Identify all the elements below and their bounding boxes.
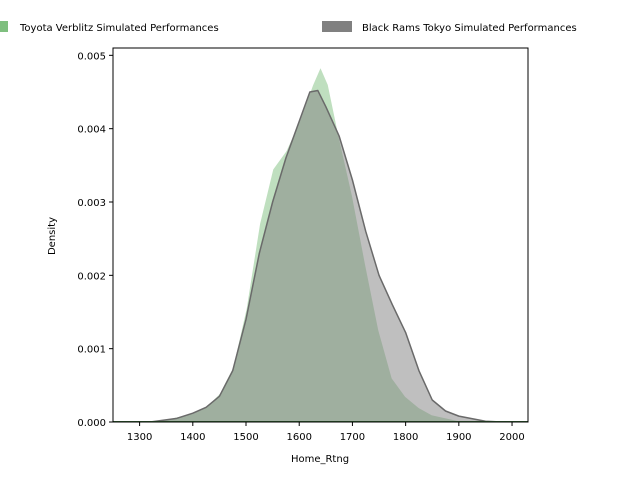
- x-tick-label: 2000: [499, 432, 524, 443]
- x-tick-label: 1800: [393, 432, 418, 443]
- series-area-1: [150, 90, 502, 422]
- x-tick-label: 1300: [127, 432, 152, 443]
- legend-swatch-black-rams: [322, 21, 352, 32]
- series-line-1: [150, 89, 502, 422]
- y-axis: 0.000 0.001 0.002 0.003 0.004 0.005: [77, 51, 113, 429]
- plot-area: [112, 47, 529, 423]
- y-tick-label: 0.000: [77, 418, 106, 429]
- x-tick-label: 1700: [340, 432, 365, 443]
- y-tick-label: 0.004: [77, 125, 106, 136]
- legend-label-toyota: Toyota Verblitz Simulated Performances: [19, 23, 219, 34]
- legend: Toyota Verblitz Simulated Performances B…: [0, 21, 577, 34]
- x-tick-label: 1400: [180, 432, 205, 443]
- x-tick-label: 1600: [286, 432, 311, 443]
- y-axis-label: Density: [47, 217, 58, 255]
- y-tick-label: 0.003: [77, 198, 106, 209]
- x-tick-label: 1900: [446, 432, 471, 443]
- legend-swatch-toyota: [0, 21, 8, 32]
- x-axis-label: Home_Rtng: [291, 454, 349, 465]
- legend-label-black-rams: Black Rams Tokyo Simulated Performances: [362, 23, 577, 34]
- x-tick-label: 1500: [233, 432, 258, 443]
- y-tick-label: 0.002: [77, 271, 106, 282]
- plot-frame: [112, 47, 529, 423]
- y-tick-label: 0.005: [77, 51, 106, 62]
- x-axis: 1300 1400 1500 1600 1700 1800 1900 2000: [127, 422, 525, 443]
- y-tick-label: 0.001: [77, 345, 106, 356]
